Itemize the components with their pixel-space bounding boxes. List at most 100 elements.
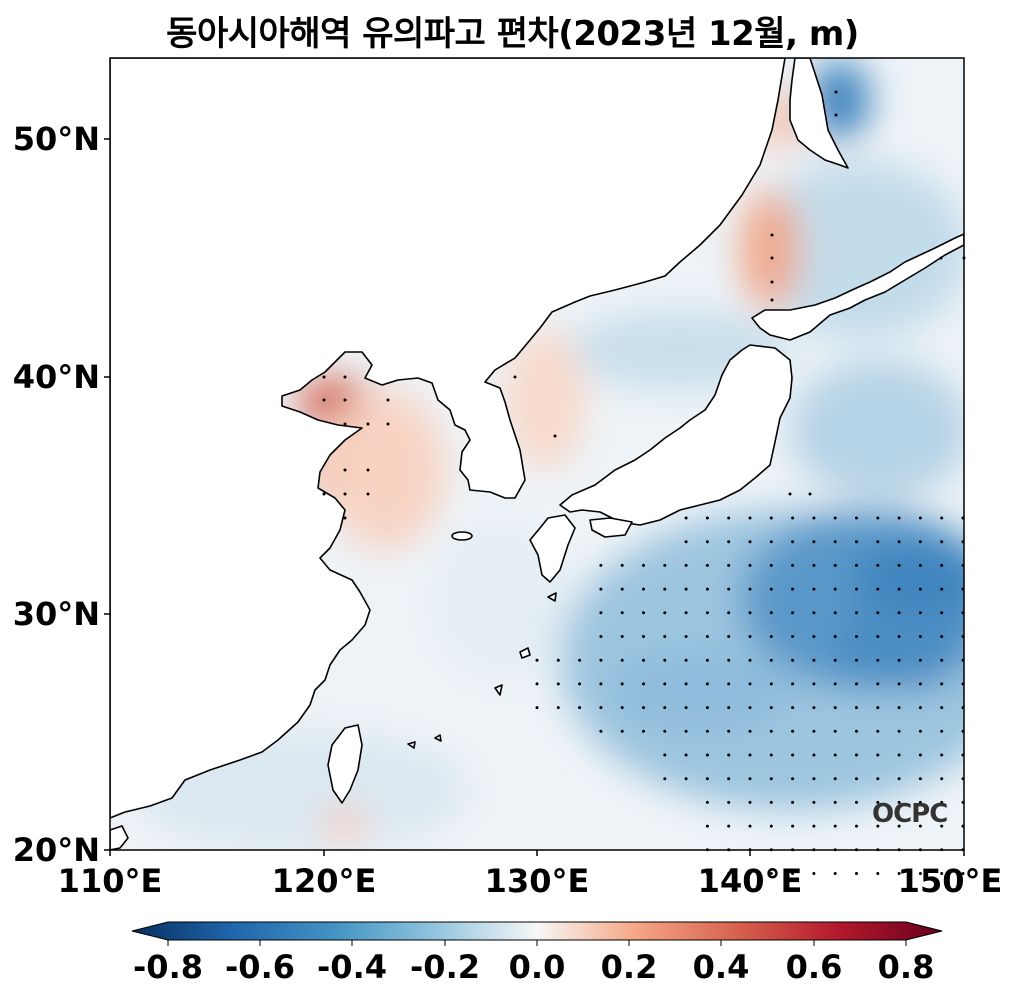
stipple-dot <box>833 611 837 615</box>
significance-stippling <box>322 90 966 875</box>
lon-label-150e: 150°E <box>897 862 1003 900</box>
stipple-dot <box>769 540 773 544</box>
stipple-dot <box>748 658 752 662</box>
stipple-dot <box>705 516 709 520</box>
stipple-dot <box>855 753 858 757</box>
stipple-dot <box>812 587 816 591</box>
stipple-dot <box>620 658 624 662</box>
stipple-dot <box>876 635 880 638</box>
ocpc-logo: OCPC <box>872 799 948 829</box>
stipple-dot <box>791 800 795 804</box>
stipple-dot <box>642 563 645 567</box>
stipple-dot <box>791 753 795 757</box>
stipple-dot <box>727 872 731 875</box>
stipple-dot <box>897 658 901 662</box>
stipple-dot <box>684 587 688 591</box>
stipple-dot <box>663 611 667 615</box>
stipple-dot <box>897 635 901 638</box>
kyushu <box>529 514 576 583</box>
stipple-dot <box>748 729 752 733</box>
stipple-dot <box>940 777 944 781</box>
stipple-dot <box>684 729 688 733</box>
stipple-dot <box>748 872 752 875</box>
stipple-dot <box>940 658 944 662</box>
stipple-dot <box>876 658 880 662</box>
stipple-dot <box>855 516 858 520</box>
stipple-dot <box>684 682 688 686</box>
stipple-dot <box>535 658 539 662</box>
stipple-dot <box>620 563 624 567</box>
stipple-dot <box>769 706 773 710</box>
stipple-dot <box>663 563 667 567</box>
stipple-dot <box>748 800 752 804</box>
stipple-dot <box>684 611 688 615</box>
stipple-dot <box>876 682 880 686</box>
stipple-dot <box>833 824 837 828</box>
stipple-dot <box>791 682 795 686</box>
stipple-dot <box>684 563 688 567</box>
stipple-dot <box>769 516 773 520</box>
stipple-dot <box>727 587 731 591</box>
stipple-dot <box>812 658 816 662</box>
stipple-dot <box>769 872 773 875</box>
stipple-dot <box>642 635 645 638</box>
stipple-dot <box>876 753 880 757</box>
stipple-dot <box>876 800 880 804</box>
stipple-dot <box>705 729 709 733</box>
stipple-dot <box>599 729 603 733</box>
stipple-dot <box>897 682 901 686</box>
asia-mainland <box>110 58 786 819</box>
stipple-dot <box>642 706 645 710</box>
stipple-dot <box>769 729 773 733</box>
lat-label-40n: 40°N <box>12 358 100 396</box>
stipple-dot <box>918 777 922 781</box>
stipple-dot <box>812 729 816 733</box>
stipple-dot <box>791 658 795 662</box>
stipple-dot <box>769 658 773 662</box>
stipple-dot <box>833 658 837 662</box>
stipple-dot <box>366 468 370 472</box>
stipple-dot <box>897 824 901 828</box>
stipple-dot <box>918 729 922 733</box>
stipple-dot <box>769 587 773 591</box>
jeju <box>451 531 473 541</box>
stipple-dot <box>727 729 731 733</box>
stipple-dot <box>876 516 880 520</box>
stipple-dot <box>599 611 603 615</box>
stipple-dot <box>833 682 837 686</box>
stipple-dot <box>940 563 944 567</box>
stipple-dot <box>918 563 922 567</box>
stipple-dot <box>897 540 901 544</box>
stipple-dot <box>578 682 582 686</box>
stipple-dot <box>727 516 731 520</box>
stipple-dot <box>663 658 667 662</box>
stipple-dot <box>684 706 688 710</box>
stipple-dot <box>918 872 922 875</box>
stipple-dot <box>940 824 944 828</box>
stipple-dot <box>705 753 709 757</box>
stipple-dot <box>791 824 795 828</box>
stipple-dot <box>918 706 922 710</box>
stipple-dot <box>812 753 816 757</box>
stipple-dot <box>940 635 944 638</box>
stipple-dot <box>855 706 858 710</box>
stipple-dot <box>812 800 816 804</box>
stipple-dot <box>727 800 731 804</box>
stipple-dot <box>897 777 901 781</box>
stipple-dot <box>705 658 709 662</box>
stipple-dot <box>833 729 837 733</box>
lat-label-30n: 30°N <box>12 595 100 633</box>
stipple-dot <box>769 563 773 567</box>
honshu <box>559 344 793 526</box>
stipple-dot <box>748 587 752 591</box>
stipple-dot <box>812 516 816 520</box>
stipple-dot <box>855 800 858 804</box>
lon-label-110e: 110°E <box>57 862 163 900</box>
stipple-dot <box>642 611 645 615</box>
stipple-dot <box>812 824 816 828</box>
stipple-dot <box>556 658 560 662</box>
stipple-dot <box>727 635 731 638</box>
stipple-dot <box>684 635 688 638</box>
lat-label-20n: 20°N <box>12 831 100 869</box>
stipple-dot <box>663 706 667 710</box>
